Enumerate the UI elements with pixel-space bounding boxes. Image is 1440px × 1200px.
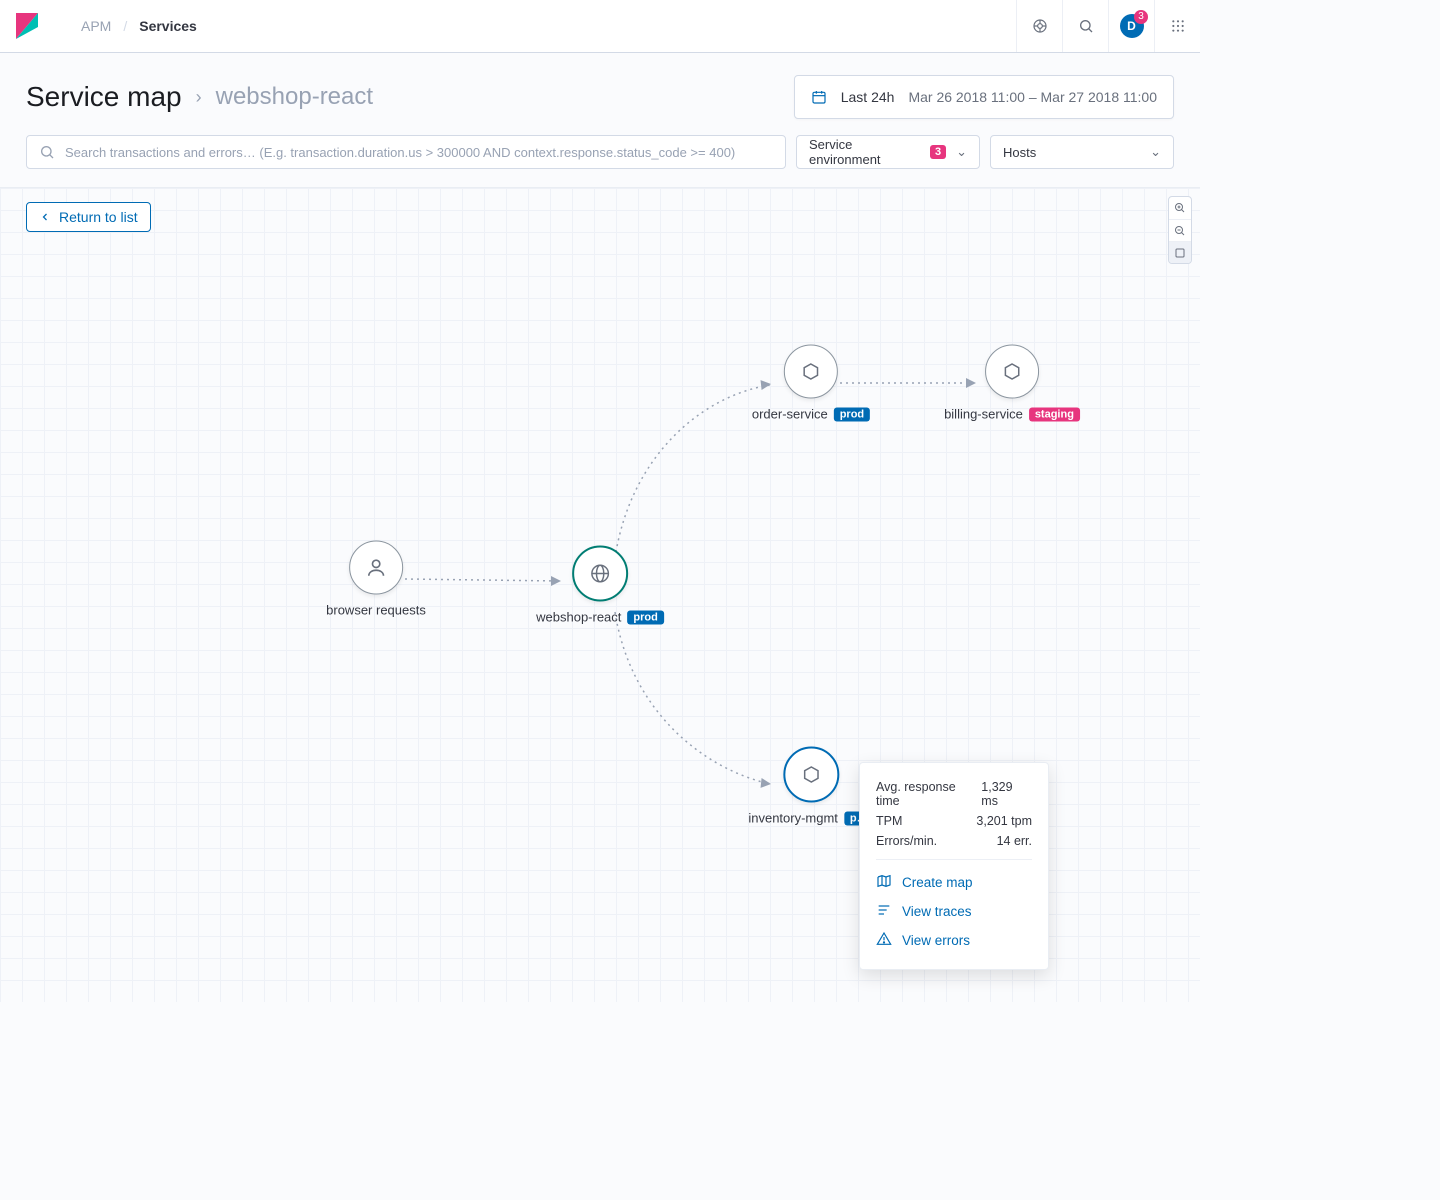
breadcrumb-section[interactable]: APM	[81, 18, 111, 34]
popover-stat-row: Avg. response time1,329 ms	[876, 777, 1032, 811]
breadcrumb-sep: /	[123, 18, 127, 34]
page-subtitle: webshop-react	[216, 83, 373, 111]
node-label: webshop-reactprod	[536, 610, 664, 625]
date-range-picker[interactable]: Last 24h Mar 26 2018 11:00 – Mar 27 2018…	[794, 75, 1174, 119]
service-node-billing[interactable]: billing-servicestaging	[944, 345, 1080, 422]
service-map-canvas[interactable]: Return to list browser requests webshop-…	[0, 187, 1200, 1002]
popover-action-map[interactable]: Create map	[876, 868, 1032, 897]
env-tag: prod	[834, 407, 870, 421]
topnav-right: D 3	[1016, 0, 1200, 52]
notification-badge: 3	[1134, 10, 1148, 24]
chevron-down-icon: ⌄	[956, 144, 967, 160]
filter-bar: Search transactions and errors… (E.g. tr…	[0, 135, 1200, 187]
hex-icon	[783, 747, 839, 803]
environment-dropdown[interactable]: Service environment 3 ⌄	[796, 135, 980, 169]
env-tag: staging	[1029, 407, 1080, 421]
user-avatar[interactable]: D 3	[1108, 0, 1154, 52]
node-label: browser requests	[326, 603, 426, 618]
hex-icon	[784, 345, 838, 399]
alert-icon	[876, 931, 892, 950]
help-icon[interactable]	[1016, 0, 1062, 52]
search-placeholder: Search transactions and errors… (E.g. tr…	[65, 145, 735, 160]
page-header: Service map › webshop-react Last 24h Mar…	[0, 53, 1200, 135]
hosts-dropdown[interactable]: Hosts ⌄	[990, 135, 1174, 169]
service-popover: Avg. response time1,329 msTPM3,201 tpmEr…	[859, 762, 1049, 970]
apps-grid-icon[interactable]	[1154, 0, 1200, 52]
service-node-inventory[interactable]: inventory-mgmtp…	[748, 747, 873, 826]
popover-stat-row: TPM3,201 tpm	[876, 811, 1032, 831]
popover-action-alert[interactable]: View errors	[876, 926, 1032, 955]
env-count-badge: 3	[930, 145, 946, 159]
map-icon	[876, 873, 892, 892]
search-input[interactable]: Search transactions and errors… (E.g. tr…	[26, 135, 786, 169]
globe-icon	[572, 546, 628, 602]
env-tag: prod	[627, 610, 663, 624]
page-title: Service map	[26, 81, 182, 113]
node-label: order-serviceprod	[752, 407, 870, 422]
calendar-icon	[811, 89, 827, 105]
env-label: Service environment	[809, 137, 920, 167]
hosts-label: Hosts	[1003, 145, 1036, 160]
search-icon	[39, 144, 55, 160]
node-label: billing-servicestaging	[944, 407, 1080, 422]
top-nav: APM / Services D 3	[0, 0, 1200, 53]
user-icon	[349, 541, 403, 595]
date-label: Last 24h	[841, 89, 895, 105]
service-node-webshop[interactable]: webshop-reactprod	[536, 546, 664, 625]
date-range: Mar 26 2018 11:00 – Mar 27 2018 11:00	[908, 89, 1157, 105]
service-node-browser[interactable]: browser requests	[326, 541, 426, 618]
traces-icon	[876, 902, 892, 921]
node-label: inventory-mgmtp…	[748, 811, 873, 826]
breadcrumbs: APM / Services	[53, 18, 197, 34]
service-node-order[interactable]: order-serviceprod	[752, 345, 870, 422]
kibana-logo-icon[interactable]	[0, 13, 53, 39]
popover-stat-row: Errors/min.14 err.	[876, 831, 1032, 851]
divider	[876, 859, 1032, 860]
chevron-right-icon: ›	[196, 87, 202, 108]
hex-icon	[985, 345, 1039, 399]
breadcrumb-page[interactable]: Services	[139, 18, 197, 34]
popover-action-traces[interactable]: View traces	[876, 897, 1032, 926]
search-icon[interactable]	[1062, 0, 1108, 52]
chevron-down-icon: ⌄	[1150, 144, 1161, 160]
